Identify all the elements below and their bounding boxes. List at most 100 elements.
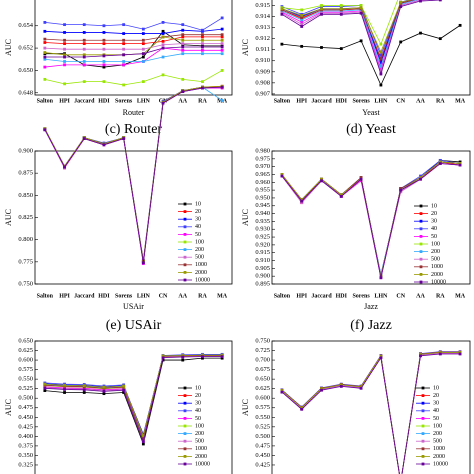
legend-marker (183, 439, 187, 443)
point-marker (141, 52, 145, 56)
legend-marker (183, 432, 187, 435)
point-marker (220, 69, 224, 72)
point-marker (458, 352, 462, 356)
point-marker (63, 38, 66, 42)
point-marker (161, 39, 165, 43)
point-marker (43, 128, 47, 132)
legend-marker (183, 455, 187, 458)
point-marker (102, 47, 106, 51)
point-marker (379, 57, 383, 60)
y-axis-label: AUC (241, 39, 250, 56)
point-marker (43, 382, 47, 386)
point-marker (201, 33, 204, 37)
point-marker (43, 389, 47, 392)
y-tick-label: 0.750 (255, 337, 270, 344)
y-tick-label: 0.914 (255, 13, 270, 20)
x-tick-label: MA (455, 293, 466, 299)
x-tick-label: RA (436, 98, 445, 104)
y-tick-label: 0.575 (18, 366, 33, 373)
point-marker (220, 42, 224, 46)
legend-label: 40 (195, 224, 201, 230)
x-tick-label: Salton (274, 293, 291, 299)
y-tick-label: 0.908 (255, 79, 270, 86)
x-tick-label: Jaccard (311, 98, 332, 104)
y-tick-label: 0.648 (18, 89, 33, 96)
point-marker (82, 42, 86, 46)
point-marker (419, 352, 422, 356)
x-tick-label: LHN (374, 293, 388, 299)
point-marker (82, 53, 86, 57)
point-marker (320, 4, 323, 7)
point-marker (280, 389, 284, 392)
y-tick-label: 0.925 (255, 234, 270, 241)
point-marker (300, 16, 304, 20)
y-tick-label: 0.675 (255, 366, 270, 373)
point-marker (280, 42, 284, 46)
point-marker (141, 80, 145, 83)
legend-label: 20 (431, 211, 437, 217)
x-tick-label: Jaccard (74, 293, 95, 299)
x-tick-label: CN (159, 293, 168, 299)
x-tick-label: Sorens (352, 293, 370, 299)
legend-marker (419, 273, 423, 276)
point-marker (63, 63, 66, 67)
point-marker (399, 188, 403, 192)
legend-marker (419, 265, 423, 269)
legend-label: 200 (195, 431, 204, 437)
legend-marker (419, 257, 423, 261)
point-marker (63, 60, 66, 63)
y-tick-label: 0.945 (255, 202, 270, 209)
series-line (281, 352, 461, 474)
point-marker (43, 29, 47, 33)
point-marker (300, 406, 304, 410)
legend-marker (183, 401, 187, 405)
legend-marker (419, 235, 423, 238)
point-marker (102, 31, 106, 34)
point-marker (419, 31, 422, 35)
point-marker (359, 177, 363, 181)
y-tick-label: 0.900 (18, 147, 33, 154)
point-marker (300, 201, 304, 205)
point-marker (438, 0, 442, 2)
legend-label: 50 (195, 416, 201, 422)
legend-marker (183, 263, 187, 267)
point-marker (122, 53, 126, 57)
x-tick-label: Sorens (115, 293, 133, 299)
x-tick-label: Sorens (352, 98, 370, 104)
point-marker (359, 4, 363, 7)
point-marker (438, 37, 442, 41)
point-marker (201, 355, 204, 359)
legend-label: 200 (433, 431, 442, 437)
x-tick-label: HDI (336, 293, 348, 299)
point-marker (220, 33, 224, 37)
point-marker (102, 38, 106, 42)
y-tick-label: 0.965 (255, 171, 270, 178)
legend-label: 10000 (431, 279, 446, 285)
point-marker (141, 38, 145, 42)
series-line (44, 46, 223, 58)
x-tick-label: Sorens (115, 98, 133, 104)
point-marker (419, 177, 422, 181)
y-tick-label: 0.654 (18, 22, 33, 29)
x-tick-label: Salton (37, 293, 54, 299)
y-tick-label: 0.575 (255, 404, 270, 411)
y-tick-label: 0.500 (255, 433, 270, 440)
series-line (44, 354, 223, 437)
legend-label: 10000 (433, 461, 448, 467)
legend-label: 40 (433, 408, 439, 414)
series-line (281, 0, 418, 68)
point-marker (63, 383, 66, 387)
legend-label: 10 (431, 203, 437, 209)
point-marker (359, 39, 363, 43)
legend-label: 40 (431, 226, 437, 232)
legend-label: 30 (195, 401, 201, 407)
point-marker (379, 68, 383, 71)
legend-marker (421, 447, 425, 451)
point-marker (280, 7, 284, 11)
legend-label: 50 (195, 232, 201, 238)
y-tick-label: 0.915 (255, 249, 270, 256)
point-marker (82, 47, 86, 51)
legend-label: 2000 (431, 272, 443, 278)
y-tick-label: 0.600 (18, 357, 33, 364)
point-marker (122, 47, 126, 51)
